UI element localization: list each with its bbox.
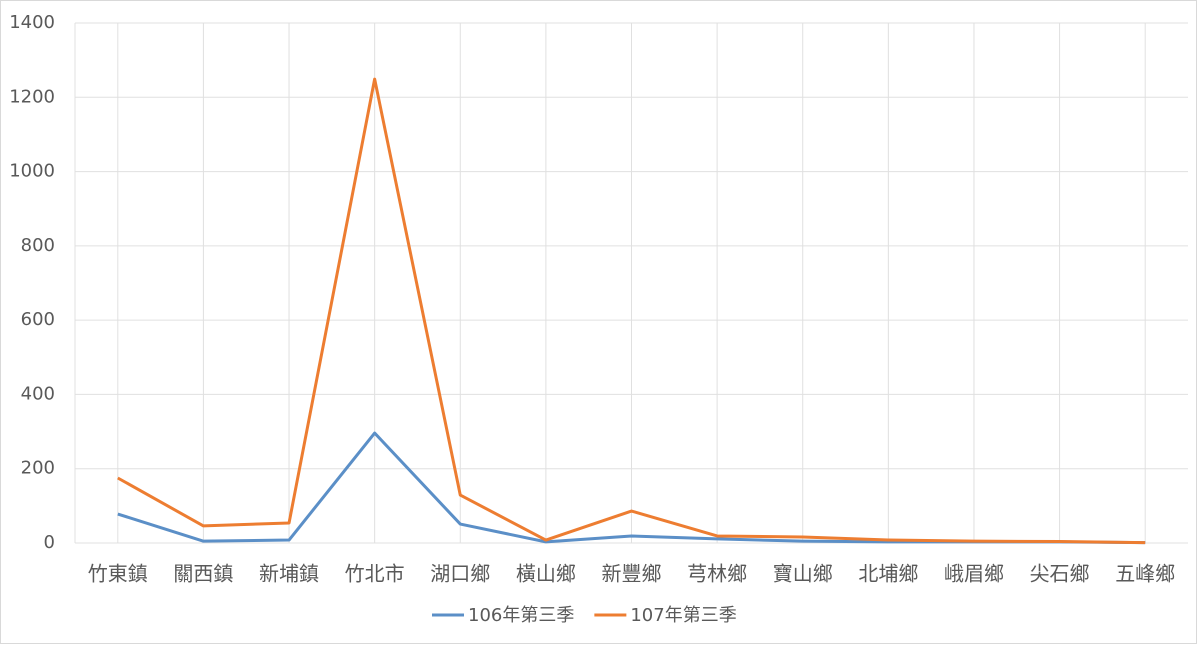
y-tick-label: 200 <box>21 458 55 479</box>
y-tick-label: 0 <box>44 532 55 553</box>
x-tick-label: 峨眉鄉 <box>944 562 1004 586</box>
x-tick-label: 竹東鎮 <box>88 562 148 586</box>
y-tick-label: 1400 <box>9 12 55 33</box>
y-tick-label: 800 <box>21 235 55 256</box>
x-tick-label: 寶山鄉 <box>773 562 833 586</box>
y-tick-label: 600 <box>21 309 55 330</box>
x-tick-label: 竹北市 <box>345 562 405 586</box>
x-tick-label: 新豐鄉 <box>602 562 662 586</box>
x-tick-label: 新埔鎮 <box>259 562 319 586</box>
x-tick-label: 尖石鄉 <box>1030 562 1090 586</box>
y-tick-label: 400 <box>21 383 55 404</box>
x-tick-label: 北埔鄉 <box>858 562 918 586</box>
y-tick-label: 1000 <box>9 161 55 182</box>
x-tick-label: 關西鎮 <box>173 562 233 586</box>
series-line <box>117 77 1146 545</box>
x-tick-label: 芎林鄉 <box>687 562 747 586</box>
legend-label: 106年第三季 <box>468 605 574 626</box>
y-tick-label: 1200 <box>9 86 55 107</box>
legend-label: 107年第三季 <box>630 605 736 626</box>
x-tick-label: 橫山鄉 <box>516 562 576 586</box>
x-tick-label: 五峰鄉 <box>1115 562 1175 586</box>
x-tick-label: 湖口鄉 <box>430 562 490 586</box>
